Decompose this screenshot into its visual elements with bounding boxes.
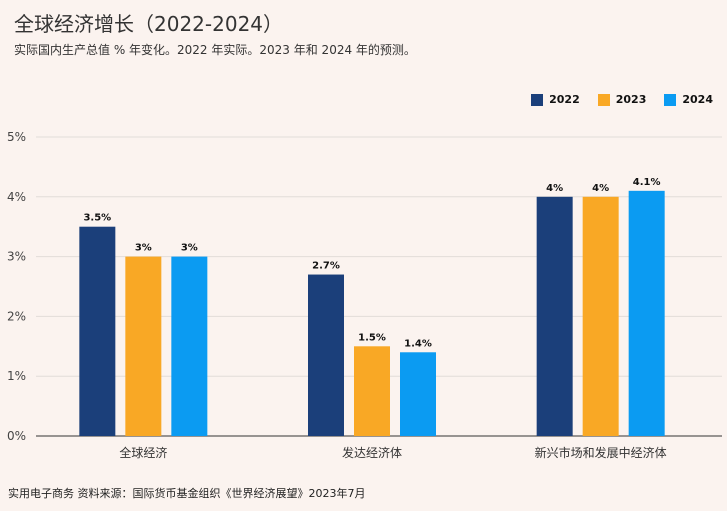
bar-2023 <box>125 256 162 436</box>
data-label: 4% <box>592 183 609 194</box>
legend: 2022 2023 2024 <box>531 93 713 106</box>
y-tick-label: 0% <box>7 429 26 443</box>
chart-title: 全球经济增长（2022-2024） <box>14 12 284 36</box>
data-label: 3.5% <box>83 213 111 224</box>
legend-swatch-2023 <box>597 93 610 106</box>
bar-2023 <box>354 346 390 436</box>
x-tick-label: 全球经济 <box>119 445 167 460</box>
x-tick-label: 新兴市场和发展中经济体 <box>535 445 667 460</box>
y-tick-label: 3% <box>7 250 26 264</box>
legend-label-2022: 2022 <box>549 93 580 106</box>
y-tick-label: 4% <box>7 190 26 204</box>
data-label: 1.5% <box>358 332 386 343</box>
legend-label-2023: 2023 <box>615 93 647 106</box>
x-tick-label: 发达经济体 <box>342 445 402 460</box>
source-note: 实用电子商务 资料来源：国际货币基金组织《世界经济展望》2023年7月 <box>8 487 366 500</box>
legend-swatch-2022 <box>531 93 544 106</box>
legend-item-2022: 2022 <box>531 93 580 106</box>
bar-2023 <box>582 196 619 436</box>
bar-2022 <box>308 274 344 436</box>
legend-swatch-2024 <box>664 93 677 106</box>
y-tick-label: 5% <box>7 130 26 144</box>
bar-2024 <box>628 190 665 436</box>
data-label: 2.7% <box>312 261 340 272</box>
legend-label-2024: 2024 <box>682 93 713 106</box>
bar-2024 <box>171 256 208 436</box>
bar-2024 <box>400 352 436 436</box>
data-label: 1.4% <box>404 338 432 349</box>
data-label: 3% <box>135 243 152 254</box>
legend-item-2024: 2024 <box>664 93 713 106</box>
chart-subtitle: 实际国内生产总值 % 年变化。2022 年实际。2023 年和 2024 年的预… <box>14 43 416 57</box>
data-label: 3% <box>181 243 198 254</box>
bar-2022 <box>79 226 116 436</box>
data-label: 4.1% <box>633 177 661 188</box>
bar-2022 <box>536 196 573 436</box>
y-tick-label: 2% <box>7 309 26 323</box>
legend-item-2023: 2023 <box>597 93 647 106</box>
data-label: 4% <box>546 183 563 194</box>
y-tick-label: 1% <box>7 369 26 383</box>
